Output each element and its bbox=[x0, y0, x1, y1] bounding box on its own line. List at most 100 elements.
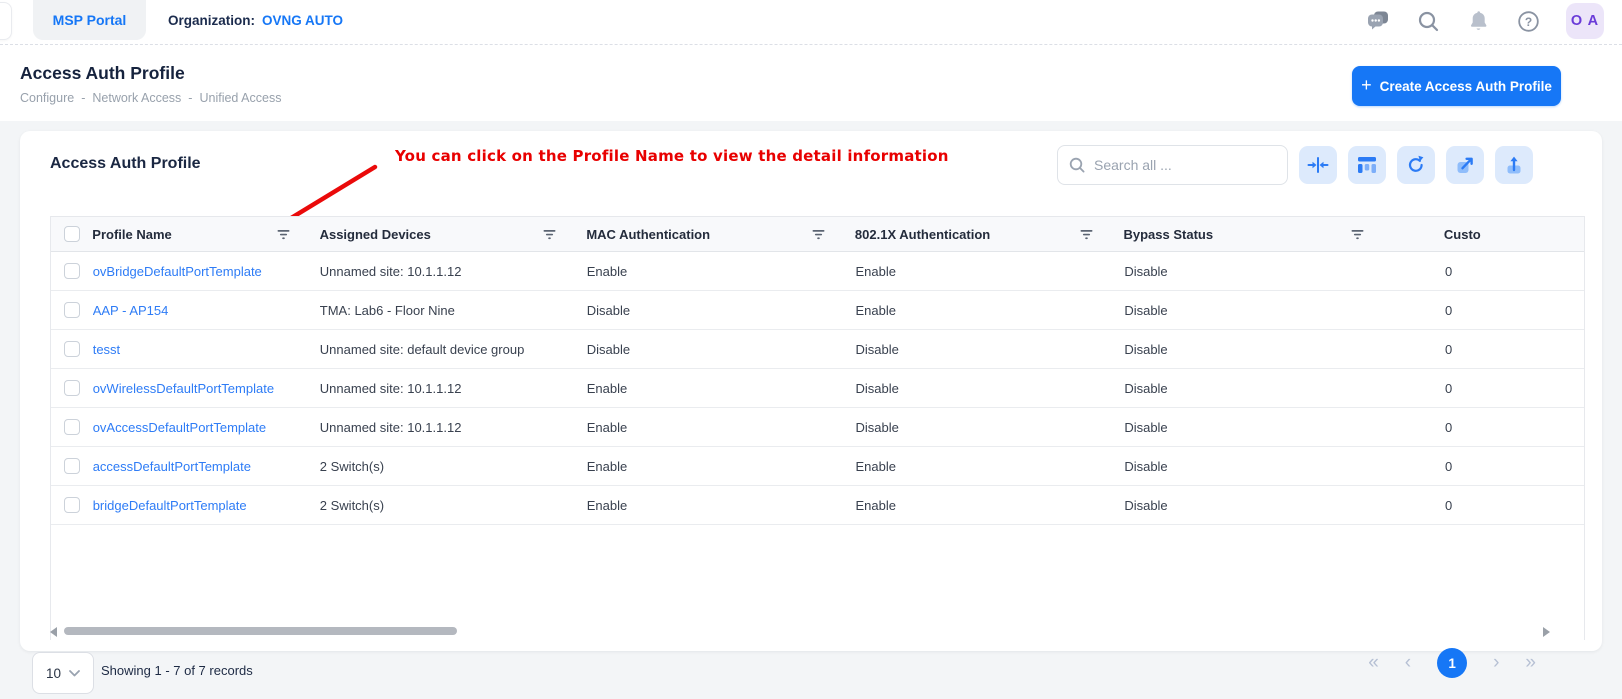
avatar[interactable]: O A bbox=[1566, 3, 1604, 39]
bypass-status-cell: Disable bbox=[1124, 263, 1168, 279]
create-button-label: Create Access Auth Profile bbox=[1379, 78, 1552, 94]
mac-authentication-cell: Enable bbox=[586, 497, 628, 513]
next-page-icon[interactable]: › bbox=[1493, 652, 1500, 673]
profile-name-link[interactable]: ovBridgeDefaultPortTemplate bbox=[92, 263, 262, 279]
scroll-right-arrow-icon[interactable] bbox=[1543, 627, 1550, 637]
assigned-devices-cell: 2 Switch(s) bbox=[319, 497, 385, 513]
row-checkbox[interactable] bbox=[63, 497, 80, 513]
refresh-button[interactable] bbox=[1397, 146, 1435, 184]
column-header-custom[interactable]: Custo bbox=[1443, 226, 1481, 242]
chat-icon[interactable] bbox=[1366, 9, 1390, 33]
mac-authentication-cell: Disable bbox=[586, 341, 631, 357]
breadcrumb-separator: - bbox=[81, 91, 86, 105]
8021x-authentication-cell: Disable bbox=[855, 419, 899, 435]
fit-columns-button[interactable] bbox=[1299, 146, 1337, 184]
custom-cell: 0 bbox=[1444, 302, 1453, 318]
bypass-status-cell: Disable bbox=[1124, 458, 1168, 474]
question-glyph: ? bbox=[1524, 15, 1531, 29]
column-header-assigned-devices[interactable]: Assigned Devices bbox=[319, 226, 431, 242]
table-row: ovAccessDefaultPortTemplate Unnamed site… bbox=[51, 408, 1584, 447]
page-body: Access Auth Profile You can click on the… bbox=[0, 121, 1622, 699]
profile-name-link[interactable]: ovWirelessDefaultPortTemplate bbox=[92, 380, 275, 396]
table-row: ovBridgeDefaultPortTemplate Unnamed site… bbox=[51, 252, 1584, 291]
search-input[interactable] bbox=[1094, 157, 1277, 173]
organization-selector[interactable]: Organization: OVNG AUTO bbox=[168, 0, 343, 40]
row-checkbox[interactable] bbox=[63, 302, 80, 318]
custom-cell: 0 bbox=[1444, 263, 1453, 279]
table-row: ovWirelessDefaultPortTemplate Unnamed si… bbox=[51, 369, 1584, 408]
previous-page-icon[interactable]: ‹ bbox=[1404, 652, 1412, 673]
mac-authentication-cell: Enable bbox=[586, 263, 628, 279]
profile-name-link[interactable]: accessDefaultPortTemplate bbox=[92, 458, 251, 474]
sidebar-edge-chip bbox=[0, 2, 12, 40]
table-body: ovBridgeDefaultPortTemplate Unnamed site… bbox=[51, 252, 1584, 525]
organization-value[interactable]: OVNG AUTO bbox=[262, 12, 344, 28]
search-icon[interactable] bbox=[1416, 9, 1440, 33]
filter-icon[interactable] bbox=[543, 229, 556, 240]
breadcrumb-item[interactable]: Unified Access bbox=[199, 91, 282, 105]
tab-msp-portal[interactable]: MSP Portal bbox=[33, 0, 146, 40]
assigned-devices-cell: Unnamed site: default device group bbox=[319, 341, 525, 357]
custom-cell: 0 bbox=[1444, 497, 1453, 513]
columns-icon bbox=[1358, 157, 1376, 173]
bypass-status-cell: Disable bbox=[1124, 497, 1168, 513]
current-page-button[interactable]: 1 bbox=[1437, 648, 1468, 678]
breadcrumb-separator: - bbox=[188, 91, 193, 105]
row-checkbox[interactable] bbox=[63, 341, 80, 357]
select-all-checkbox[interactable] bbox=[63, 226, 80, 242]
columns-button[interactable] bbox=[1348, 146, 1386, 184]
upload-icon bbox=[1507, 156, 1521, 174]
search-icon bbox=[1069, 157, 1085, 173]
chevron-down-icon bbox=[69, 669, 80, 676]
assigned-devices-cell: Unnamed site: 10.1.1.12 bbox=[319, 380, 462, 396]
scrollbar-thumb[interactable] bbox=[64, 627, 457, 635]
organization-label: Organization: bbox=[168, 12, 255, 28]
row-checkbox[interactable] bbox=[63, 263, 80, 279]
records-summary: Showing 1 - 7 of 7 records bbox=[101, 663, 253, 678]
column-header-8021x-authentication[interactable]: 802.1X Authentication bbox=[854, 226, 991, 242]
bell-icon[interactable] bbox=[1466, 9, 1490, 33]
profile-name-link[interactable]: ovAccessDefaultPortTemplate bbox=[92, 419, 267, 435]
profile-name-link[interactable]: AAP - AP154 bbox=[92, 302, 169, 318]
profile-name-link[interactable]: tesst bbox=[92, 341, 121, 357]
bypass-status-cell: Disable bbox=[1124, 302, 1168, 318]
table-header: Profile Name Assigned Devices MAC Authen… bbox=[51, 216, 1584, 252]
breadcrumb: Configure - Network Access - Unified Acc… bbox=[20, 91, 281, 105]
create-access-auth-profile-button[interactable]: + Create Access Auth Profile bbox=[1352, 66, 1561, 106]
filter-icon[interactable] bbox=[1080, 229, 1093, 240]
page-header: Access Auth Profile Configure - Network … bbox=[0, 45, 1622, 121]
page-size-value: 10 bbox=[45, 665, 62, 681]
export-button[interactable] bbox=[1446, 146, 1484, 184]
breadcrumb-item[interactable]: Configure bbox=[20, 91, 75, 105]
topbar: MSP Portal Organization: OVNG AUTO bbox=[0, 0, 1622, 45]
help-icon[interactable]: ? bbox=[1516, 9, 1540, 33]
column-header-bypass-status[interactable]: Bypass Status bbox=[1123, 226, 1214, 242]
plus-icon: + bbox=[1361, 75, 1372, 95]
refresh-icon bbox=[1408, 155, 1424, 172]
access-auth-profile-table: Profile Name Assigned Devices MAC Authen… bbox=[50, 216, 1585, 640]
row-checkbox[interactable] bbox=[63, 458, 80, 474]
assigned-devices-cell: Unnamed site: 10.1.1.12 bbox=[319, 263, 462, 279]
filter-icon[interactable] bbox=[812, 229, 825, 240]
column-header-mac-authentication[interactable]: MAC Authentication bbox=[586, 226, 711, 242]
assigned-devices-cell: TMA: Lab6 - Floor Nine bbox=[319, 302, 455, 318]
scroll-left-arrow-icon[interactable] bbox=[50, 627, 57, 637]
row-checkbox[interactable] bbox=[63, 380, 80, 396]
row-checkbox[interactable] bbox=[63, 419, 80, 435]
custom-cell: 0 bbox=[1444, 380, 1453, 396]
breadcrumb-item[interactable]: Network Access bbox=[92, 91, 182, 105]
annotation-text: You can click on the Profile Name to vie… bbox=[395, 147, 949, 165]
page-size-select[interactable]: 10 bbox=[32, 652, 94, 694]
8021x-authentication-cell: Enable bbox=[855, 263, 896, 279]
profile-name-link[interactable]: bridgeDefaultPortTemplate bbox=[92, 497, 247, 513]
first-page-icon[interactable]: « bbox=[1368, 652, 1379, 673]
column-header-profile-name[interactable]: Profile Name bbox=[92, 226, 172, 242]
horizontal-scrollbar[interactable] bbox=[50, 625, 1550, 637]
upload-button[interactable] bbox=[1495, 146, 1533, 184]
filter-icon[interactable] bbox=[277, 229, 290, 240]
access-auth-profile-card: Access Auth Profile You can click on the… bbox=[20, 131, 1602, 651]
table-row: AAP - AP154 TMA: Lab6 - Floor Nine Disab… bbox=[51, 291, 1584, 330]
filter-icon[interactable] bbox=[1351, 229, 1364, 240]
last-page-icon[interactable]: » bbox=[1525, 652, 1536, 673]
search-box[interactable] bbox=[1057, 145, 1288, 185]
